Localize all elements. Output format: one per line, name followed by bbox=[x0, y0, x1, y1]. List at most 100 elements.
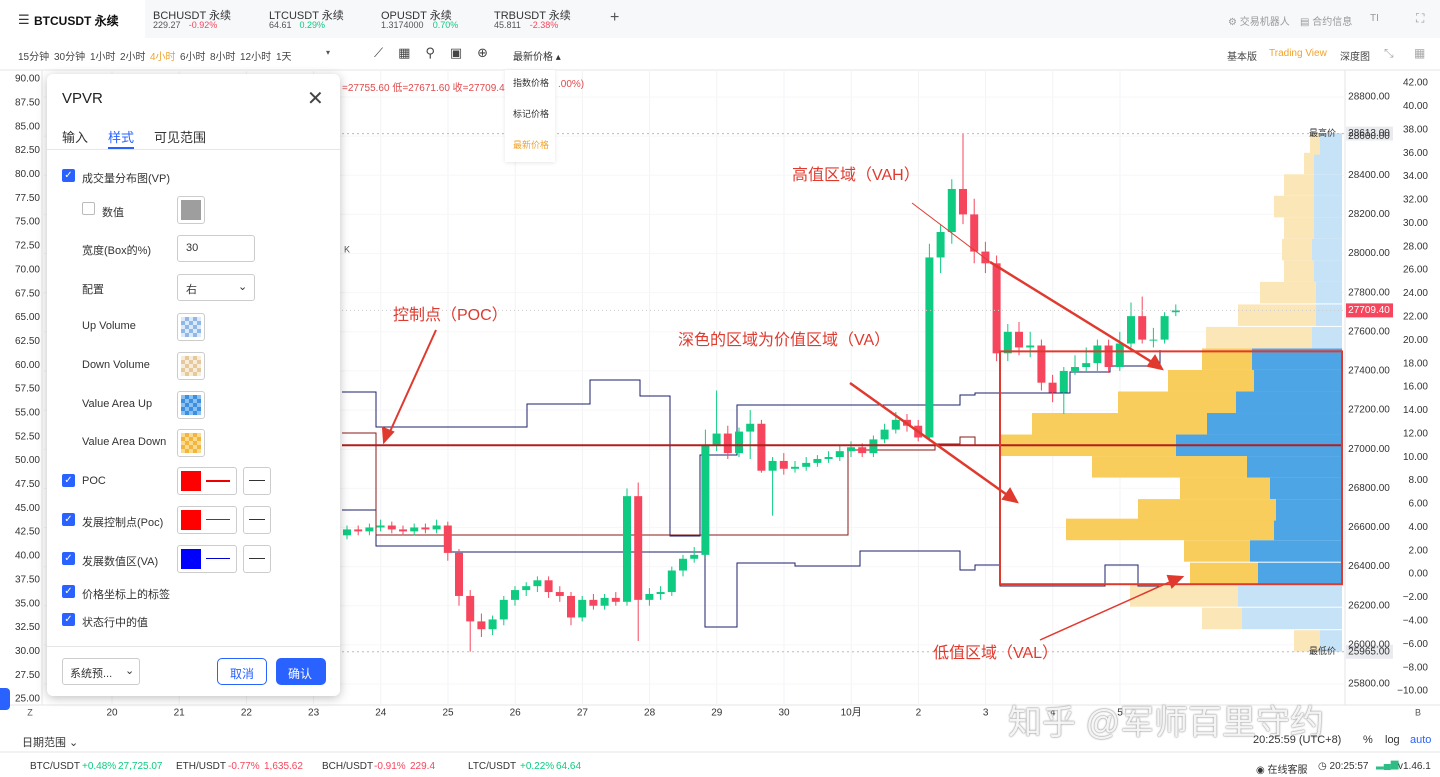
pct-tick-label: 40.00 bbox=[1403, 101, 1428, 112]
pct-toggle[interactable]: % bbox=[1363, 734, 1373, 746]
interval[interactable]: 12小时 bbox=[240, 52, 272, 63]
dev-poc bbox=[342, 432, 976, 536]
contract-link[interactable]: ▤ 合约信息 bbox=[1300, 17, 1353, 28]
candle-body bbox=[477, 621, 486, 630]
annotation-poc: 控制点（POC） bbox=[393, 307, 508, 324]
fullscreen[interactable]: ⛶ bbox=[1416, 11, 1425, 25]
tab-symbol[interactable]: TRBUSDT 永续 bbox=[494, 10, 571, 22]
pct-tick-label: −4.00 bbox=[1403, 615, 1429, 626]
x-tick-label: 26 bbox=[510, 708, 522, 719]
checkbox[interactable] bbox=[82, 202, 95, 215]
divider bbox=[47, 149, 340, 150]
pct-tick-label: 10.00 bbox=[1403, 452, 1428, 463]
support-label: 在线客服 bbox=[1267, 765, 1308, 776]
tab-visibility[interactable]: 可见范围 bbox=[154, 130, 207, 145]
color-swatch[interactable] bbox=[177, 391, 205, 419]
profile-up bbox=[1320, 133, 1342, 155]
line-style[interactable] bbox=[177, 545, 237, 573]
annotation-val: 低值区域（VAL） bbox=[933, 645, 1059, 662]
interval[interactable]: 1天 bbox=[276, 52, 292, 63]
profile-up bbox=[1314, 195, 1342, 218]
left-tick-label: 82.50 bbox=[15, 145, 40, 156]
add-tab[interactable]: + bbox=[610, 9, 620, 26]
color-swatch[interactable] bbox=[177, 429, 205, 457]
arrowhead bbox=[1001, 487, 1019, 504]
candle-body bbox=[735, 431, 743, 454]
line-style[interactable] bbox=[177, 506, 237, 534]
placement-select[interactable]: 右 ⌄ bbox=[177, 274, 255, 301]
interval[interactable]: 2小时 bbox=[120, 52, 146, 63]
cancel-button[interactable]: 取消 bbox=[217, 658, 267, 685]
ok-button[interactable]: 确认 bbox=[276, 658, 326, 685]
label: 发展数值区(VA) bbox=[82, 556, 159, 568]
checkbox[interactable]: ✓ bbox=[62, 613, 75, 626]
candle-body bbox=[1059, 370, 1068, 393]
x-tick-label: 22 bbox=[241, 708, 253, 719]
menu-item[interactable]: 最新价格 bbox=[513, 140, 550, 150]
checkbox[interactable]: ✓ bbox=[62, 513, 75, 526]
auto-toggle[interactable]: auto bbox=[1410, 734, 1432, 746]
log-toggle[interactable]: log bbox=[1385, 734, 1400, 746]
line-width[interactable] bbox=[243, 545, 271, 573]
close-button[interactable]: ✕ bbox=[307, 88, 324, 110]
line-width[interactable] bbox=[243, 506, 271, 534]
checkbox[interactable]: ✓ bbox=[62, 169, 75, 182]
preset-select[interactable]: 系统预... ⌄ bbox=[62, 658, 140, 685]
price-type[interactable]: 最新价格 ▴ bbox=[513, 52, 561, 63]
checkbox[interactable]: ✓ bbox=[62, 552, 75, 565]
tab-symbol[interactable]: BTCUSDT 永续 bbox=[34, 14, 119, 28]
checkbox[interactable]: ✓ bbox=[62, 474, 75, 487]
width-input[interactable]: 30 bbox=[177, 235, 255, 262]
price-tick-label: 26600.00 bbox=[1348, 522, 1390, 533]
profile-up bbox=[1250, 540, 1342, 562]
low-price-text: 25965.00 bbox=[1348, 646, 1390, 657]
collapse-icon[interactable]: ⤡ bbox=[1384, 46, 1394, 60]
ti-button[interactable]: TI bbox=[1370, 13, 1379, 24]
color-swatch[interactable] bbox=[177, 352, 205, 380]
label: 发展控制点(Poc) bbox=[82, 517, 164, 529]
label: Value Area Down bbox=[82, 436, 167, 448]
price-tick-label: 27800.00 bbox=[1348, 287, 1390, 298]
side-handle[interactable] bbox=[0, 688, 10, 710]
tab-style[interactable]: 样式 bbox=[108, 130, 135, 145]
interval[interactable]: 4小时 bbox=[150, 52, 176, 63]
color-swatch[interactable] bbox=[177, 196, 205, 224]
tab-price: 64.61 bbox=[269, 20, 292, 30]
date-range[interactable]: 日期范围 ⌄ bbox=[22, 737, 79, 749]
view-tradingview[interactable]: Trading View bbox=[1269, 48, 1327, 59]
color-swatch[interactable] bbox=[177, 313, 205, 341]
pct-tick-label: 18.00 bbox=[1403, 358, 1428, 369]
tab-price: 229.27 bbox=[153, 20, 181, 30]
support[interactable]: ◉ 在线客服 bbox=[1256, 765, 1308, 776]
tab-symbol[interactable]: LTCUSDT 永续 bbox=[269, 10, 344, 22]
candle-body bbox=[544, 580, 553, 593]
line-width[interactable] bbox=[243, 467, 271, 495]
x-tick-label: 21 bbox=[174, 708, 186, 719]
tab-symbol[interactable]: BCHUSDT 永续 bbox=[153, 10, 232, 22]
interval[interactable]: 1小时 bbox=[90, 52, 116, 63]
tab-symbol[interactable]: OPUSDT 永续 bbox=[381, 10, 452, 22]
interval[interactable]: 15分钟 bbox=[18, 52, 50, 63]
candle-body bbox=[723, 433, 732, 454]
ticker-pair: LTC/USDT bbox=[468, 761, 517, 772]
layout-icon[interactable]: ▦ bbox=[1414, 46, 1426, 60]
profile-down bbox=[1260, 281, 1316, 304]
interval[interactable]: 8小时 bbox=[210, 52, 236, 63]
menu-item[interactable]: 指数价格 bbox=[513, 78, 550, 88]
view-basic[interactable]: 基本版 bbox=[1227, 52, 1257, 63]
view-depth[interactable]: 深度图 bbox=[1340, 52, 1370, 63]
interval-dropdown[interactable]: ▾ bbox=[326, 48, 331, 57]
candle-body bbox=[970, 214, 979, 252]
tool-icons[interactable]: ⟋▦⚲▣⊕ bbox=[374, 45, 504, 60]
checkbox[interactable]: ✓ bbox=[62, 585, 75, 598]
interval[interactable]: 6小时 bbox=[180, 52, 206, 63]
interval[interactable]: 30分钟 bbox=[54, 52, 86, 63]
line-style[interactable] bbox=[177, 467, 237, 495]
tab-input[interactable]: 输入 bbox=[62, 130, 89, 145]
tab-price: 1.3174000 bbox=[381, 20, 424, 30]
label: 数值 bbox=[102, 207, 124, 219]
menu-item[interactable]: 标记价格 bbox=[513, 109, 550, 119]
bot-link[interactable]: ⚙ 交易机器人 bbox=[1228, 17, 1290, 28]
menu-icon[interactable]: ☰ bbox=[18, 12, 30, 27]
pct-tick-label: 2.00 bbox=[1409, 545, 1429, 556]
